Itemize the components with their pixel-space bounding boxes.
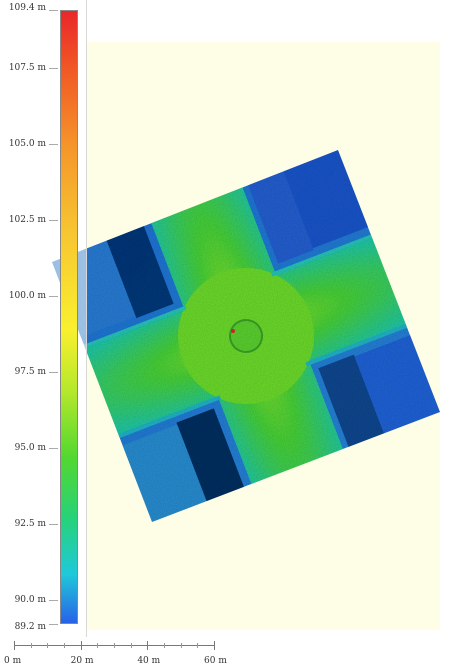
scale-minor-tick <box>30 643 32 648</box>
legend-tick-mark <box>49 219 58 221</box>
legend-tick-label: 95.0 m <box>14 442 46 453</box>
legend-tick-label: 92.5 m <box>14 518 46 529</box>
legend-tick-label: 90.0 m <box>14 594 46 605</box>
scale-tick <box>80 641 82 650</box>
scale-minor-tick <box>47 643 49 648</box>
legend-tick-label: 97.5 m <box>14 366 46 377</box>
scale-minor-tick <box>97 643 99 648</box>
legend-tick-mark <box>49 10 58 11</box>
legend-tick-label: 102.5 m <box>8 214 46 225</box>
legend-tick-mark <box>49 295 58 297</box>
legend-tick-mark <box>49 143 58 145</box>
elevation-legend: 109.4 m 107.5 m 105.0 m 102.5 m 100.0 m 97.5 … <box>0 0 87 637</box>
scale-tick <box>214 641 215 650</box>
scale-tick <box>14 641 15 650</box>
legend-tick-mark <box>49 67 58 69</box>
legend-tick-label: 100.0 m <box>8 290 46 301</box>
scale-label: 0 m <box>4 656 22 666</box>
scale-tick <box>147 641 149 650</box>
scale-minor-tick <box>180 643 182 648</box>
legend-tick-mark <box>49 447 58 449</box>
legend-tick-mark <box>49 523 58 525</box>
legend-tick-mark <box>49 624 58 625</box>
legend-tick-label: 109.4 m <box>8 3 46 13</box>
scale-label: 60 m <box>204 656 227 666</box>
scale-bar: 0 m 20 m 40 m 60 m <box>0 637 230 666</box>
scale-minor-tick <box>197 643 199 648</box>
scale-label: 40 m <box>137 656 161 666</box>
legend-tick-mark <box>49 599 58 601</box>
scale-minor-tick <box>64 643 65 648</box>
color-ramp <box>60 10 78 624</box>
legend-tick-label: 107.5 m <box>8 62 46 73</box>
scale-minor-tick <box>114 643 115 648</box>
scale-minor-tick <box>130 643 132 648</box>
legend-tick-mark <box>49 371 58 373</box>
legend-tick-label: 105.0 m <box>8 138 46 149</box>
scale-label: 20 m <box>70 656 94 666</box>
legend-tick-label: 89.2 m <box>14 622 46 632</box>
scale-minor-tick <box>164 643 165 648</box>
